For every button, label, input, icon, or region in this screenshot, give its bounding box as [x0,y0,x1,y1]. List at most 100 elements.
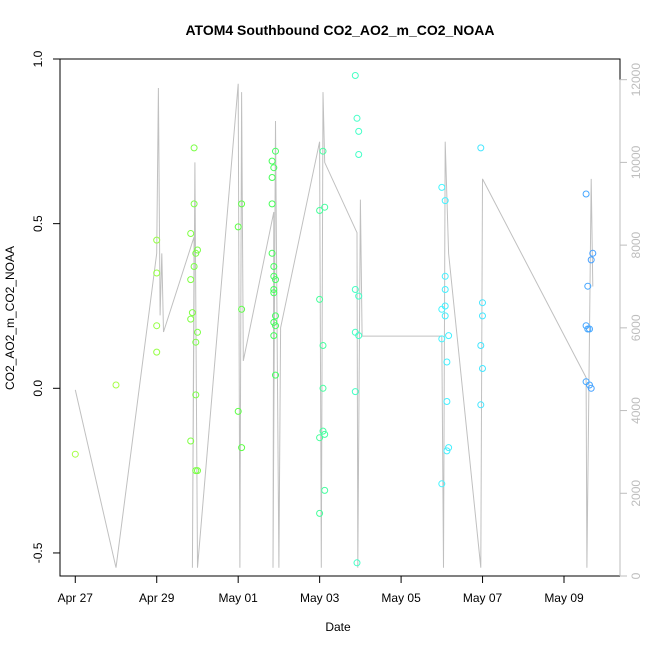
data-point [479,299,486,307]
y-tick-label: 0.0 [31,380,45,397]
x-tick-label: May 01 [219,591,259,605]
data-point [270,164,278,172]
x-tick-label: Apr 29 [139,591,175,605]
data-point [479,365,486,372]
data-point [238,305,246,313]
data-point [319,384,327,392]
data-point [586,325,593,333]
data-point [441,312,449,320]
y2-tick-label: 2000 [629,480,643,507]
data-point [479,312,486,320]
aux-line [74,83,594,568]
data-point [445,332,453,340]
y-axis-left: -0.5 0.0 0.5 1.0 [31,50,61,563]
data-point [477,342,485,349]
y-tick-label: 1.0 [31,50,45,67]
y-tick-label: 0.5 [31,215,45,232]
x-tick-label: Apr 27 [58,591,94,605]
data-point [153,236,161,244]
data-point [319,147,327,155]
data-point [194,246,201,254]
data-point [477,144,485,152]
data-point [194,467,201,475]
data-point [353,114,361,122]
y2-tick-label: 0 [629,572,643,579]
data-point [586,381,593,389]
data-point [270,318,278,326]
data-point [351,286,359,293]
data-point [351,388,359,396]
data-point [443,398,451,405]
data-point [153,348,161,356]
data-point [187,276,195,284]
y-axis-right: 0 2000 4000 6000 8000 10000 12000 [619,63,643,579]
data-point [355,292,363,300]
data-point [438,183,446,191]
data-point [272,322,279,330]
data-point [316,509,324,517]
data-point [316,295,324,303]
x-tick-label: May 09 [544,591,584,605]
data-point [438,305,446,313]
data-point [268,157,276,165]
data-point [238,200,246,208]
data-point [477,401,485,409]
data-point [192,391,200,399]
data-point [355,127,363,135]
y2-tick-label: 10000 [629,145,643,179]
data-point [187,315,195,323]
data-point [238,444,246,452]
data-point [71,450,79,458]
data-point [192,249,200,257]
data-point [441,302,449,310]
data-point [441,197,449,205]
y-tick-label: -0.5 [31,542,45,563]
data-point [445,444,453,452]
chart-title: ATOM4 Southbound CO2_AO2_m_CO2_NOAA [185,22,494,38]
data-point [194,328,201,336]
aux-line-series [74,83,594,568]
data-point [153,322,161,330]
data-point [438,335,446,343]
data-point [272,147,279,155]
data-point [270,272,278,280]
data-point [321,430,329,438]
data-points [71,72,597,567]
data-point [319,427,327,435]
data-point [190,200,198,208]
data-point [270,332,278,340]
x-axis-label: Date [325,620,351,634]
data-point [190,144,198,152]
data-point [192,338,200,346]
data-point [270,286,278,293]
data-point [316,434,324,442]
data-point [316,207,324,214]
data-point [270,263,278,270]
data-point [272,312,279,320]
y2-tick-label: 12000 [629,63,643,97]
data-point [319,342,327,349]
data-point [351,72,359,79]
data-point [234,407,242,415]
data-point [443,447,451,455]
data-point [355,332,363,340]
data-point [187,230,195,237]
data-point [582,190,590,198]
plot-frame [59,58,621,577]
data-point [268,174,276,181]
data-point [190,263,198,270]
y2-tick-label: 8000 [629,231,643,258]
y2-tick-label: 6000 [629,314,643,341]
data-point [321,203,329,211]
x-tick-label: May 05 [381,591,421,605]
data-point [589,249,597,257]
x-axis: Apr 27 Apr 29 May 01 May 03 May 05 May 07 May … [58,575,584,605]
data-point [153,269,161,277]
data-point [587,256,595,264]
data-point [112,381,120,389]
data-point [438,480,446,488]
data-point [188,309,196,317]
x-tick-label: May 07 [463,591,503,605]
data-point [353,559,361,567]
